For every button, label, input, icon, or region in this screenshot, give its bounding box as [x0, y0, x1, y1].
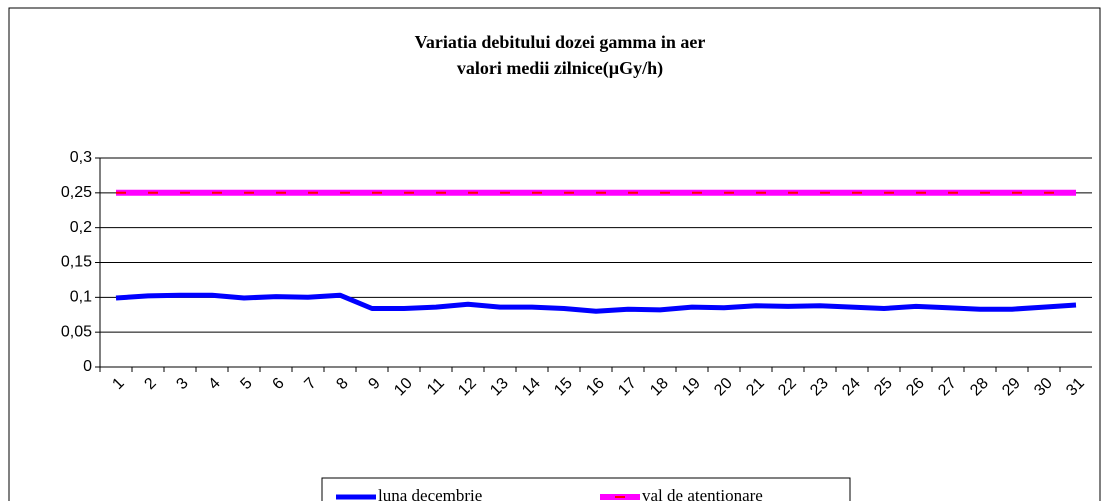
- legend-box: [321, 477, 851, 501]
- y-tick-label: 0,25: [61, 184, 92, 201]
- chart-frame: [8, 7, 1101, 501]
- y-tick-label: 0: [83, 358, 92, 375]
- y-tick-label: 0,2: [70, 219, 92, 236]
- legend-label: luna decembrie: [378, 486, 482, 501]
- y-tick-label: 0,15: [61, 254, 92, 271]
- y-tick-label: 0,3: [70, 149, 92, 166]
- y-tick-label: 0,1: [70, 289, 92, 306]
- chart-subtitle: valori medii zilnice(µGy/h): [457, 58, 663, 79]
- legend-label: val de atentionare: [642, 486, 763, 501]
- y-tick-label: 0,05: [61, 323, 92, 340]
- chart-title: Variatia debitului dozei gamma in aer: [415, 32, 706, 52]
- series-line: [115, 292, 1077, 314]
